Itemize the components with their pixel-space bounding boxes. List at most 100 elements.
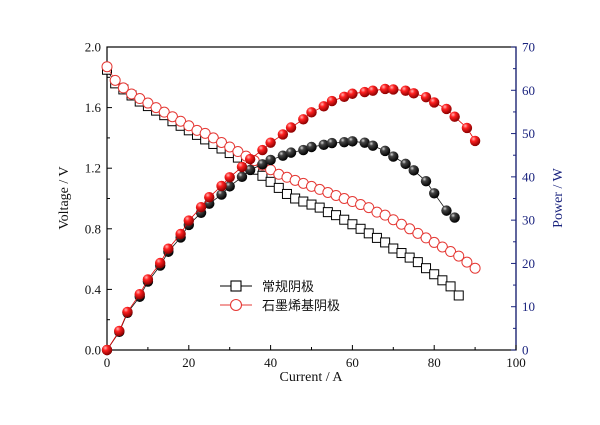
data-point [379,83,391,95]
data-point [122,306,133,318]
left-tick-label: 0.4 [85,282,102,297]
data-point [408,88,419,99]
bottom-tick-label: 80 [428,355,441,370]
data-point [183,215,194,226]
data-point [326,95,338,107]
bottom-tick-label: 60 [346,355,359,370]
data-point [195,201,207,213]
data-point [322,207,333,218]
data-point [244,153,256,165]
data-point [126,88,138,100]
data-point [199,127,211,139]
data-point [408,165,419,176]
data-point [437,275,448,286]
left-tick-label: 0.8 [85,221,101,236]
data-point [420,175,432,187]
data-point [175,115,187,127]
data-point [257,159,268,170]
data-point [436,241,448,253]
data-point [367,85,379,96]
x-axis-title: Current / A [280,370,344,385]
data-point [285,122,297,133]
y-left-axis-title: Voltage / V [57,166,72,229]
data-point [359,137,370,148]
data-point [298,144,309,156]
data-point [380,237,391,248]
data-point [367,140,379,151]
data-point [318,101,329,112]
data-point [359,86,370,98]
data-point [101,344,113,356]
data-point [134,93,146,105]
data-point [388,243,399,254]
data-point [236,161,248,173]
data-point [395,218,407,230]
left-tick-label: 1.2 [85,161,101,176]
data-point [331,210,342,221]
right-tick-label: 40 [522,169,535,184]
data-point [428,236,440,248]
data-point [224,181,235,192]
data-point [117,82,129,94]
data-point [388,84,399,95]
data-point [158,106,170,118]
data-point [388,151,399,162]
data-point [339,214,350,225]
legend-marker-square [230,280,242,292]
bottom-axis-ticks: 0 20 40 60 80 100 [104,345,526,370]
data-point [404,252,415,263]
data-point [277,129,289,140]
data-point [441,205,452,216]
data-point [421,263,432,274]
data-point [290,193,301,204]
data-point [306,199,317,210]
data-point [326,137,338,149]
data-point [404,223,416,235]
data-point [163,243,174,254]
legend-label-graphene: 石墨烯基阴极 [262,299,340,314]
right-tick-label: 0 [522,343,529,358]
data-point [216,136,228,148]
data-point [461,122,473,134]
legend-item-graphene: 石墨烯基阴极 [220,298,340,314]
data-point [306,107,317,118]
data-point [281,188,292,199]
bottom-tick-label: 20 [182,355,195,370]
data-point [453,290,464,301]
left-axis-ticks: 0.0 0.4 0.8 1.2 1.6 2.0 [85,40,112,358]
right-tick-label: 10 [522,299,535,314]
data-point [114,325,125,337]
data-point [355,223,366,234]
bottom-tick-label: 40 [264,355,277,370]
data-point [204,192,215,203]
data-point [236,171,248,183]
data-point [400,158,411,170]
data-point [109,74,121,86]
data-point [379,209,391,221]
series-power-2 [101,136,460,356]
left-tick-label: 0.0 [85,343,101,358]
series-layer [101,61,481,356]
data-point [175,228,186,240]
data-point [273,182,284,193]
data-point [412,227,424,239]
data-point [134,288,145,300]
data-point [150,102,162,114]
data-point [232,146,244,158]
right-tick-label: 30 [522,213,535,228]
data-point [396,248,407,259]
series-voltage-1 [101,61,481,274]
data-point [453,250,465,262]
data-point [441,103,452,115]
data-point [420,92,432,103]
data-point [420,232,432,244]
data-point [224,172,235,183]
data-point [257,144,268,156]
data-point [183,120,195,132]
data-point [363,228,374,239]
data-point [101,61,113,73]
data-point [142,274,154,285]
data-point [387,214,399,226]
data-point [142,97,154,109]
data-point [371,232,382,243]
